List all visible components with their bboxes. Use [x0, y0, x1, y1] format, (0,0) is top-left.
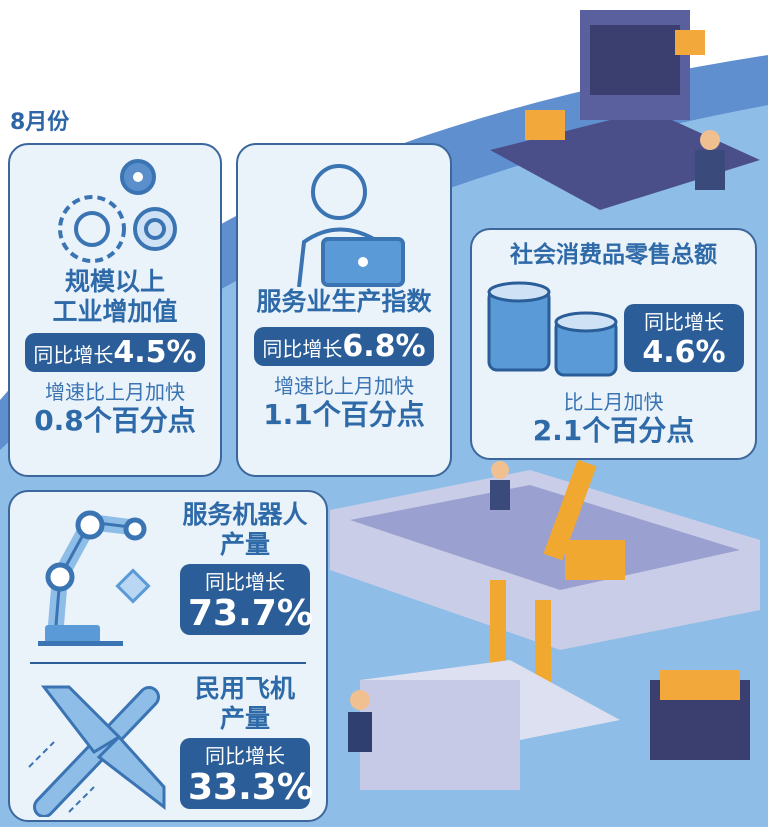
- growth-label: 同比增长: [33, 343, 114, 367]
- growth-label: 同比增长: [262, 337, 343, 361]
- title-line: 服务业生产指数: [256, 287, 432, 316]
- month-label: 8月份: [10, 110, 70, 135]
- gears-icon: [58, 159, 177, 263]
- robot-arm-icon: [38, 510, 151, 646]
- service-production-index-card: 服务业生产指数 同比增长6.8% 增速比上月加快 1.1个百分点: [236, 143, 452, 477]
- growth-label: 同比增长: [205, 744, 285, 768]
- growth-badge: 同比增长 33.3%: [180, 738, 313, 809]
- accel-value: 2.1个百分点: [532, 414, 695, 447]
- growth-label: 同比增长: [644, 310, 724, 334]
- accel-label: 增速比上月加快: [45, 380, 185, 404]
- title-line: 产量: [219, 530, 270, 559]
- accel-label: 增速比上月加快: [274, 374, 414, 398]
- retail-sales-card: 社会消费品零售总额 同比增长 4.6% 比上月加快 2.1个百分点: [470, 228, 757, 460]
- growth-value: 6.8%: [342, 329, 426, 364]
- coin-stack-icon: [487, 281, 618, 377]
- accel-value: 0.8个百分点: [34, 404, 196, 437]
- accel-label: 比上月加快: [563, 390, 664, 414]
- title-line: 民用飞机: [194, 674, 295, 703]
- growth-value: 4.5%: [113, 335, 197, 370]
- card-title: 社会消费品零售总额: [510, 242, 717, 268]
- card-title: 规模以上 工业增加值: [10, 267, 220, 327]
- growth-label: 同比增长: [205, 570, 285, 594]
- growth-badge: 同比增长4.5%: [25, 333, 205, 372]
- card-title: 服务机器人 产量: [170, 500, 320, 560]
- customer-service-icon: [297, 164, 405, 287]
- growth-badge: 同比增长 73.7%: [180, 564, 313, 635]
- accel-value: 1.1个百分点: [263, 398, 425, 431]
- growth-badge: 同比增长6.8%: [254, 327, 434, 366]
- growth-value: 33.3%: [188, 767, 313, 808]
- growth-value: 4.6%: [642, 335, 726, 370]
- factory-machine-illustration: [490, 10, 760, 210]
- industrial-value-added-card: 规模以上 工业增加值 同比增长4.5% 增速比上月加快 0.8个百分点: [8, 143, 222, 477]
- card-title: 服务业生产指数: [238, 287, 450, 317]
- divider: [30, 662, 306, 664]
- title-line: 服务机器人: [182, 500, 308, 529]
- production-card: 服务机器人 产量 同比增长 73.7% 民用飞机 产量 同比增长 33.3%: [8, 490, 328, 822]
- title-line: 规模以上: [64, 267, 165, 296]
- airplane-icon: [28, 685, 166, 817]
- robot-text-block: 服务机器人 产量 同比增长 73.7%: [170, 500, 320, 635]
- airplane-text-block: 民用飞机 产量 同比增长 33.3%: [170, 674, 320, 809]
- growth-badge: 同比增长 4.6%: [624, 304, 744, 372]
- accel-block: 比上月加快 2.1个百分点: [472, 382, 755, 447]
- card-title: 民用飞机 产量: [170, 674, 320, 734]
- assembly-line-illustration: [330, 459, 760, 790]
- title-line: 工业增加值: [52, 297, 178, 326]
- growth-value: 73.7%: [188, 593, 313, 634]
- title-line: 产量: [219, 704, 270, 733]
